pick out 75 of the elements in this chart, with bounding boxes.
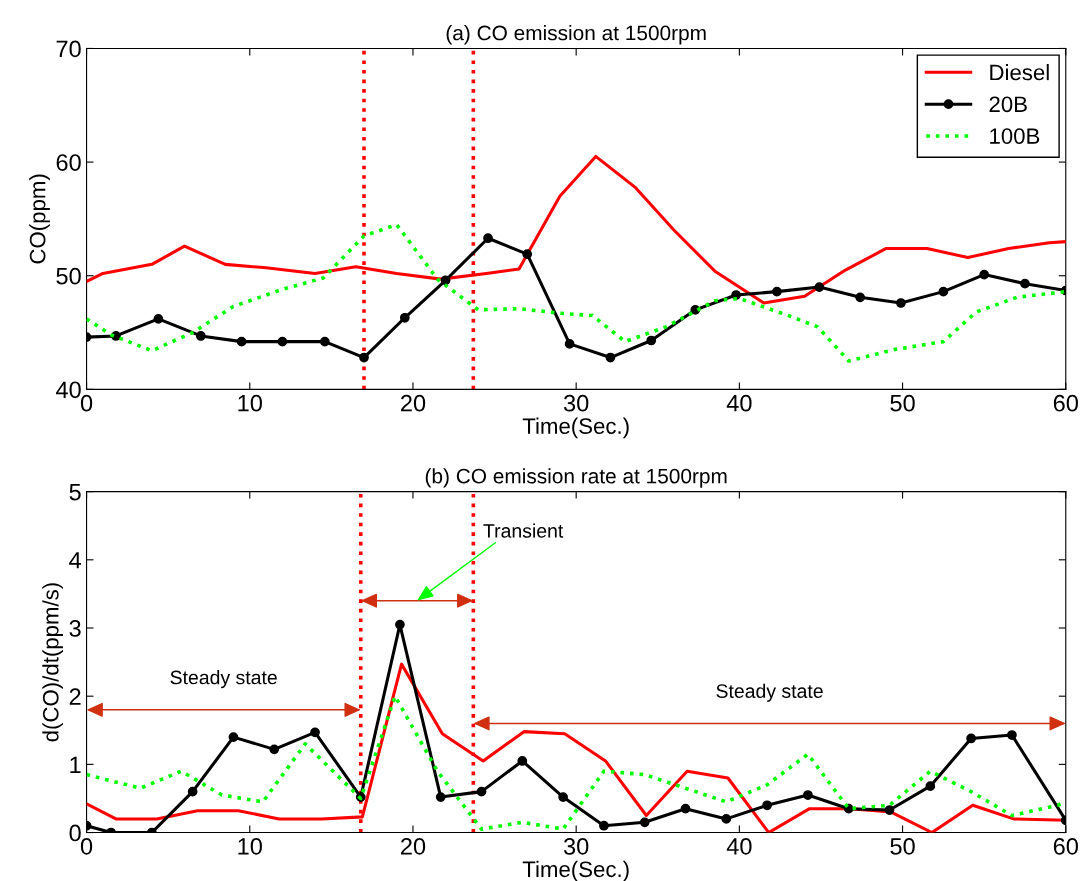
point: [558, 792, 568, 802]
y-tick-label: 70: [56, 40, 81, 58]
point: [1007, 730, 1017, 740]
point: [476, 786, 487, 797]
y-tick-label: 1: [70, 756, 81, 773]
point: [925, 781, 936, 792]
y-tick-label: 60: [56, 154, 81, 171]
point: [359, 352, 369, 363]
legend-label: 100B: [990, 128, 1040, 144]
y-tick-label: 2: [69, 688, 81, 705]
x-tick-label: 0: [80, 838, 93, 855]
x-tick-label: 20: [401, 394, 426, 412]
y-tick-label: 40: [55, 381, 81, 399]
point: [772, 286, 782, 297]
point: [236, 336, 247, 347]
point: [187, 786, 198, 797]
point: [814, 282, 825, 292]
point: [884, 805, 895, 815]
point: [803, 790, 813, 800]
y-tick-label: 0: [69, 824, 81, 842]
x-tick-label: 50: [890, 394, 915, 412]
point: [517, 756, 528, 766]
y-tick-label: 3: [69, 620, 81, 637]
point: [680, 803, 691, 814]
point: [721, 814, 732, 824]
point: [599, 820, 609, 831]
point: [277, 336, 288, 347]
point: [310, 727, 320, 738]
y-tick-label: 5: [69, 483, 81, 501]
point: [522, 249, 533, 259]
point: [435, 792, 446, 802]
x-tick-label: 20: [401, 838, 426, 855]
point: [605, 352, 616, 363]
point: [483, 233, 493, 244]
legend-label: Diesel: [990, 64, 1049, 81]
y-tick-label: 4: [69, 552, 82, 569]
annotation: Steady state: [170, 670, 277, 689]
annotation: Transient: [483, 523, 564, 538]
point: [269, 744, 280, 755]
point: [639, 817, 650, 828]
x-axis-title: Time(Sec.): [522, 860, 629, 881]
point: [762, 800, 772, 811]
point: [979, 269, 990, 280]
point: [440, 275, 451, 286]
point: [395, 619, 405, 630]
point: [195, 331, 206, 341]
y-axis-title: d(CO)/dt(ppm/s): [42, 583, 64, 742]
x-tick-label: 0: [80, 394, 93, 412]
point: [228, 732, 239, 742]
point: [966, 733, 976, 744]
chart-title: (b) CO emission rate at 1500rpm: [425, 468, 727, 488]
x-tick-label: 40: [726, 394, 752, 412]
point: [399, 312, 410, 323]
y-axis-title: CO(ppm): [29, 174, 50, 264]
point: [855, 292, 865, 303]
point: [153, 314, 164, 324]
point: [319, 336, 330, 347]
annotation: Steady state: [716, 683, 823, 702]
y-tick-label: 50: [56, 267, 81, 285]
x-tick-label: 10: [238, 394, 262, 412]
legend-label: 20B: [989, 96, 1027, 113]
x-tick-label: 60: [1053, 394, 1078, 412]
point: [938, 286, 949, 297]
point: [646, 335, 657, 346]
point: [1020, 278, 1030, 289]
x-tick-label: 40: [726, 838, 752, 855]
x-tick-label: 50: [890, 838, 915, 855]
chart-title: (a) CO emission at 1500rpm: [446, 25, 706, 45]
point: [896, 298, 906, 308]
x-tick-label: 30: [563, 838, 589, 855]
x-tick-label: 60: [1053, 838, 1078, 855]
point: [564, 339, 575, 349]
x-tick-label: 30: [563, 394, 589, 412]
x-axis-title: Time(Sec.): [522, 417, 629, 439]
x-tick-label: 10: [238, 838, 262, 855]
